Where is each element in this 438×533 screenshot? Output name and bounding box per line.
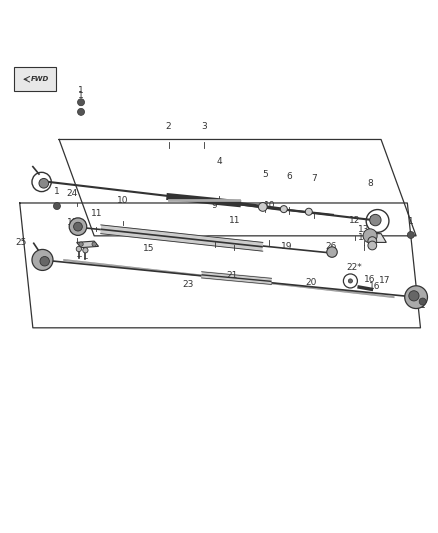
Circle shape [419,298,426,305]
Circle shape [39,179,49,188]
Text: 6: 6 [286,172,292,181]
Text: 16: 16 [369,281,381,290]
Text: 18: 18 [67,218,78,227]
Circle shape [53,203,60,209]
Polygon shape [77,241,99,248]
Text: 23: 23 [183,280,194,289]
Text: 17: 17 [379,276,390,285]
Circle shape [370,214,381,226]
Circle shape [368,241,377,250]
FancyBboxPatch shape [14,67,56,91]
Text: 24: 24 [67,189,78,198]
Circle shape [83,248,88,253]
Circle shape [405,286,427,309]
Text: 11: 11 [229,216,240,225]
Text: 19: 19 [281,242,293,251]
Text: 12: 12 [349,216,360,225]
Circle shape [305,208,312,215]
Circle shape [363,229,377,243]
Text: 1: 1 [408,217,414,226]
Text: 1: 1 [54,188,60,197]
Text: 4: 4 [216,157,222,166]
Circle shape [280,206,287,213]
Text: 16: 16 [364,275,376,284]
Circle shape [327,247,337,257]
Polygon shape [364,233,386,243]
Circle shape [74,222,82,231]
Text: 2: 2 [166,122,171,131]
Text: 15: 15 [143,244,155,253]
Text: 11: 11 [91,209,102,219]
Text: 1: 1 [78,86,84,95]
Circle shape [32,249,53,270]
Text: 10: 10 [117,196,128,205]
Circle shape [69,218,87,236]
Circle shape [76,246,81,252]
Circle shape [258,203,267,211]
Text: 9: 9 [212,200,218,209]
Text: 1: 1 [78,91,84,100]
Circle shape [78,108,85,115]
Text: 14: 14 [358,232,369,241]
Circle shape [78,99,85,106]
Text: 21: 21 [226,271,238,280]
Text: 22*: 22* [346,263,362,272]
Text: FWD: FWD [31,76,49,82]
Circle shape [79,242,83,246]
Text: 3: 3 [201,122,207,131]
Text: 1: 1 [420,301,426,310]
Circle shape [348,279,353,283]
Circle shape [40,256,49,266]
Text: 25: 25 [15,238,27,247]
Text: 7: 7 [311,174,318,183]
Circle shape [92,242,96,246]
Text: 20: 20 [305,278,317,287]
Circle shape [409,290,419,301]
Text: 13: 13 [358,224,369,233]
Circle shape [368,237,377,246]
Text: 26: 26 [325,242,336,251]
Text: 8: 8 [367,179,373,188]
Circle shape [407,231,414,238]
Text: 10: 10 [264,200,275,209]
Text: 5: 5 [262,170,268,179]
